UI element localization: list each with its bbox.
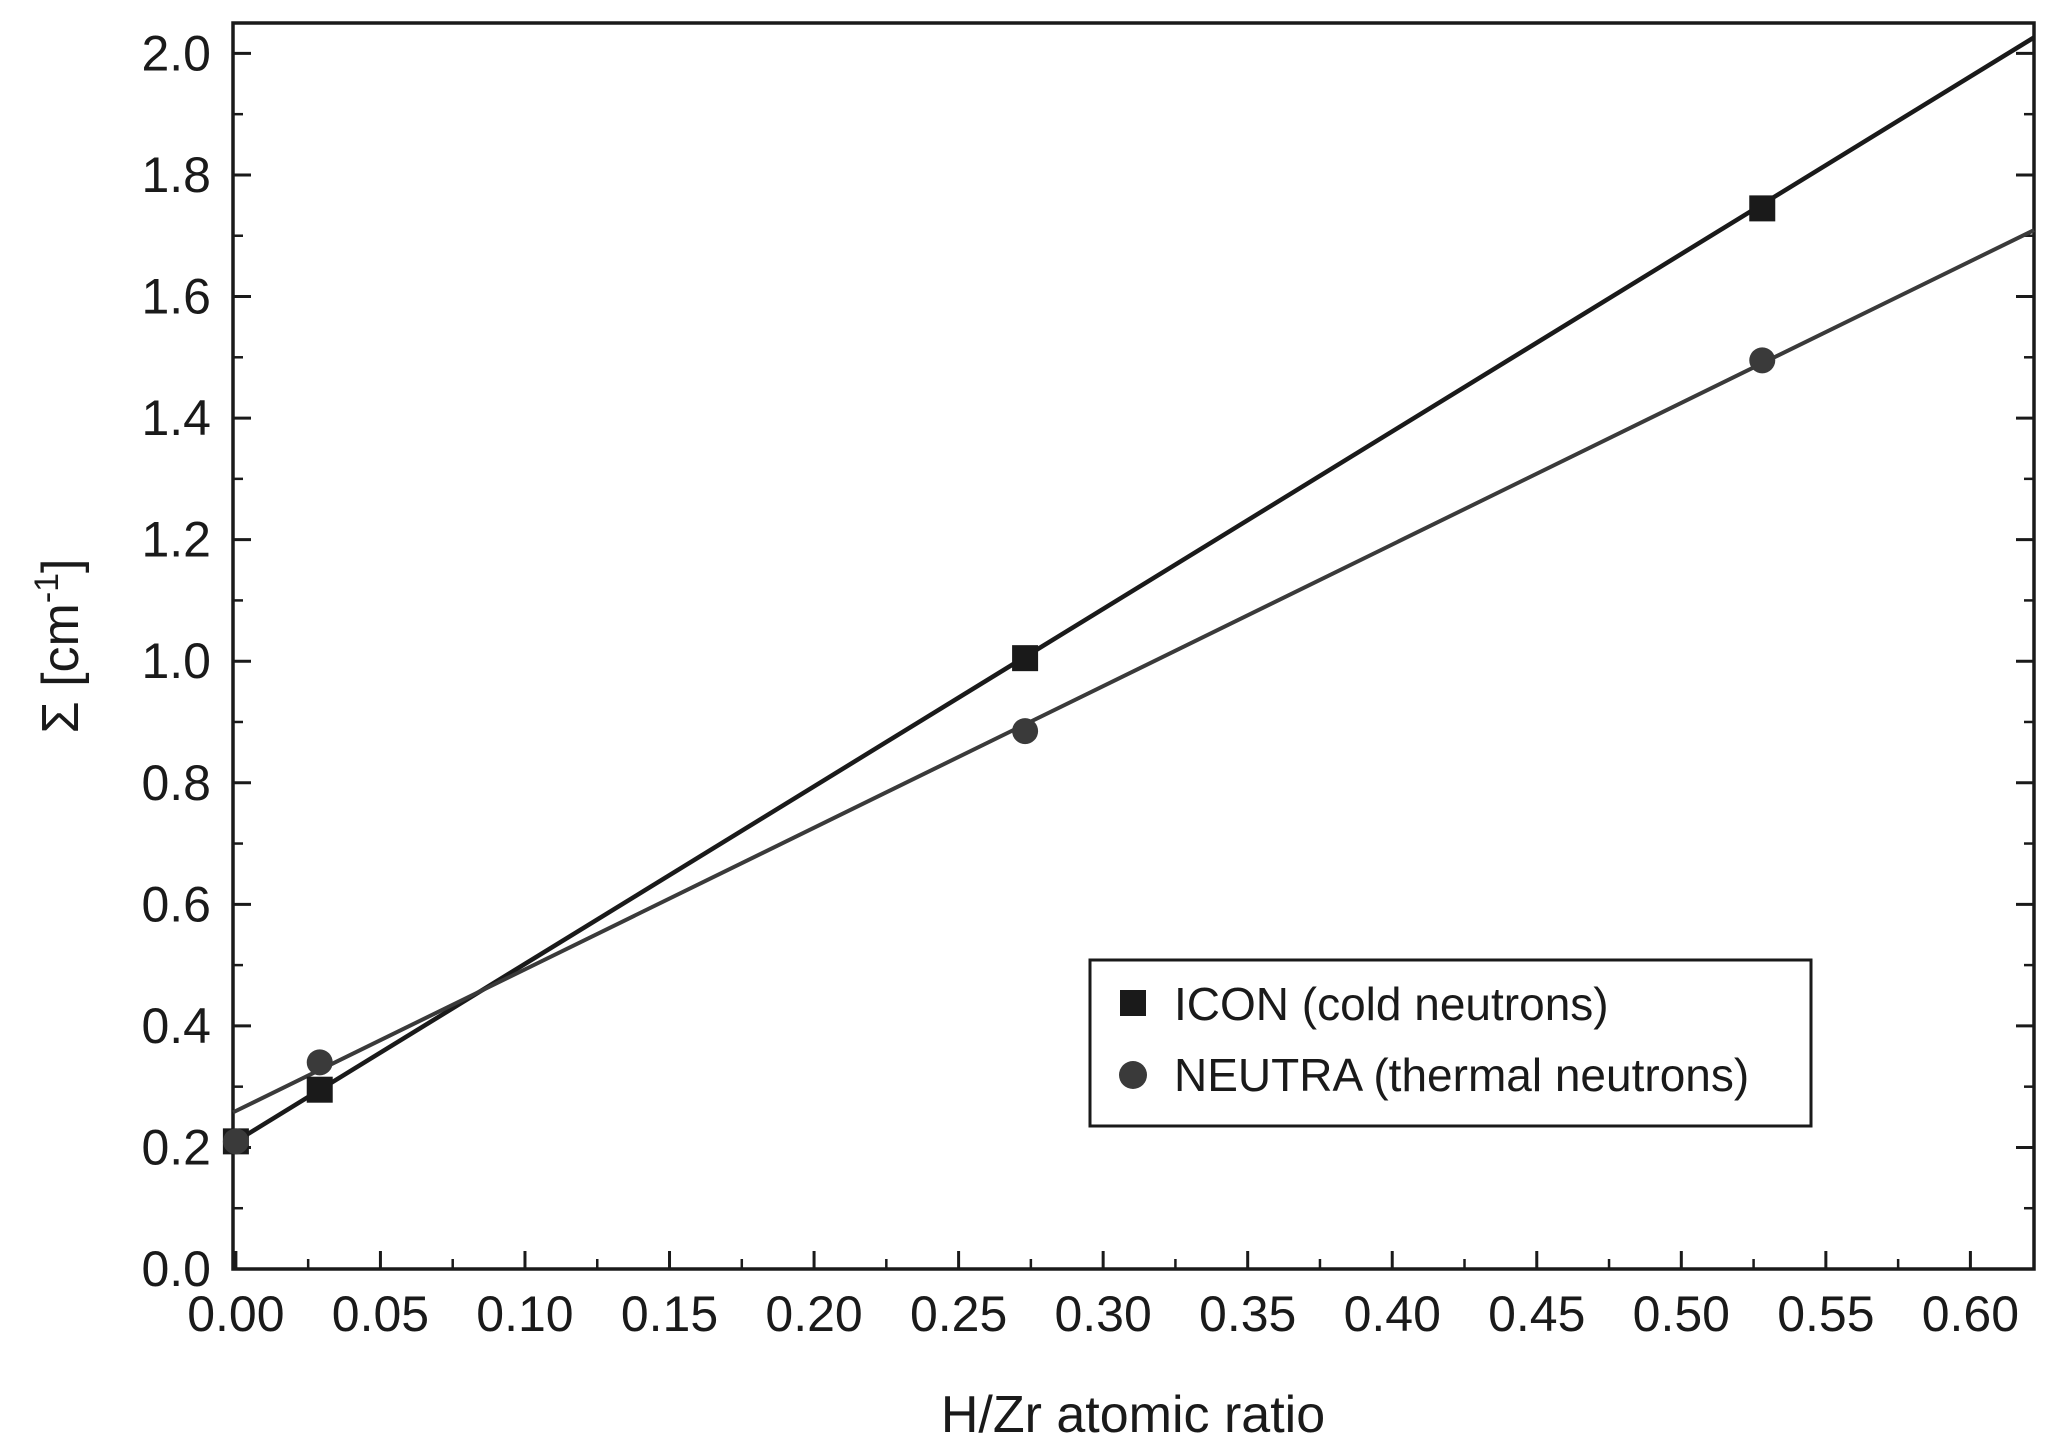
x-tick-label: 0.10 <box>476 1286 573 1342</box>
x-tick-label: 0.25 <box>910 1286 1007 1342</box>
y-tick-label: 0.6 <box>141 876 211 932</box>
fit-line-icon <box>231 35 2036 1146</box>
y-tick-label: 0.4 <box>141 998 211 1054</box>
data-markers <box>222 195 1776 1155</box>
fit-lines <box>231 35 2036 1146</box>
plot-frame <box>231 21 2036 1271</box>
data-point-neutra <box>1749 347 1776 374</box>
x-tick-label: 0.30 <box>1054 1286 1151 1342</box>
legend: ICON (cold neutrons) NEUTRA (thermal neu… <box>1088 958 1813 1128</box>
x-tick-label: 0.40 <box>1344 1286 1441 1342</box>
x-tick-label: 0.50 <box>1633 1286 1730 1342</box>
y-tick-label: 1.4 <box>141 390 211 446</box>
x-tick-label: 0.20 <box>765 1286 862 1342</box>
legend-label-icon: ICON (cold neutrons) <box>1174 978 1609 1030</box>
y-axis-title: Σ [cm-1] <box>28 558 90 733</box>
x-tick-label: 0.35 <box>1199 1286 1296 1342</box>
legend-square-marker <box>1120 990 1146 1016</box>
y-axis-title-main: Σ [cm <box>32 603 90 733</box>
legend-circle-marker <box>1119 1061 1147 1089</box>
legend-box <box>1088 958 1813 1128</box>
x-tick-label: 0.00 <box>187 1286 284 1342</box>
y-axis: 0.0 0.2 0.4 0.6 0.8 1.0 1.2 1.4 1.6 1.8 2.0 <box>141 25 2034 1297</box>
data-point-neutra <box>222 1128 249 1155</box>
y-tick-label: 1.0 <box>141 633 211 689</box>
x-tick-label: 0.55 <box>1777 1286 1874 1342</box>
x-tick-label: 0.45 <box>1488 1286 1585 1342</box>
data-point-neutra <box>1012 718 1039 745</box>
y-axis-title-close: ] <box>32 558 90 572</box>
data-point-icon <box>1012 645 1039 672</box>
y-tick-label: 1.2 <box>141 512 211 568</box>
data-point-icon <box>306 1076 333 1103</box>
fit-line-neutra <box>232 228 2035 1115</box>
y-tick-label: 0.8 <box>141 755 211 811</box>
y-tick-label: 0.2 <box>141 1119 211 1175</box>
x-tick-label: 0.60 <box>1922 1286 2019 1342</box>
x-tick-label: 0.05 <box>332 1286 429 1342</box>
y-tick-label: 2.0 <box>141 25 211 81</box>
x-axis: 0.00 0.05 0.10 0.15 0.20 0.25 0.30 0.35 0.40 0.45… <box>187 1251 2019 1342</box>
legend-label-neutra: NEUTRA (thermal neutrons) <box>1174 1049 1749 1101</box>
y-tick-label: 0.0 <box>141 1241 211 1297</box>
y-tick-label: 1.8 <box>141 147 211 203</box>
data-point-icon <box>1749 195 1776 222</box>
data-point-neutra <box>306 1049 333 1076</box>
y-tick-label: 1.6 <box>141 269 211 325</box>
y-axis-title-superscript: -1 <box>28 573 66 603</box>
x-tick-label: 0.15 <box>621 1286 718 1342</box>
x-axis-title: H/Zr atomic ratio <box>941 1386 1325 1444</box>
